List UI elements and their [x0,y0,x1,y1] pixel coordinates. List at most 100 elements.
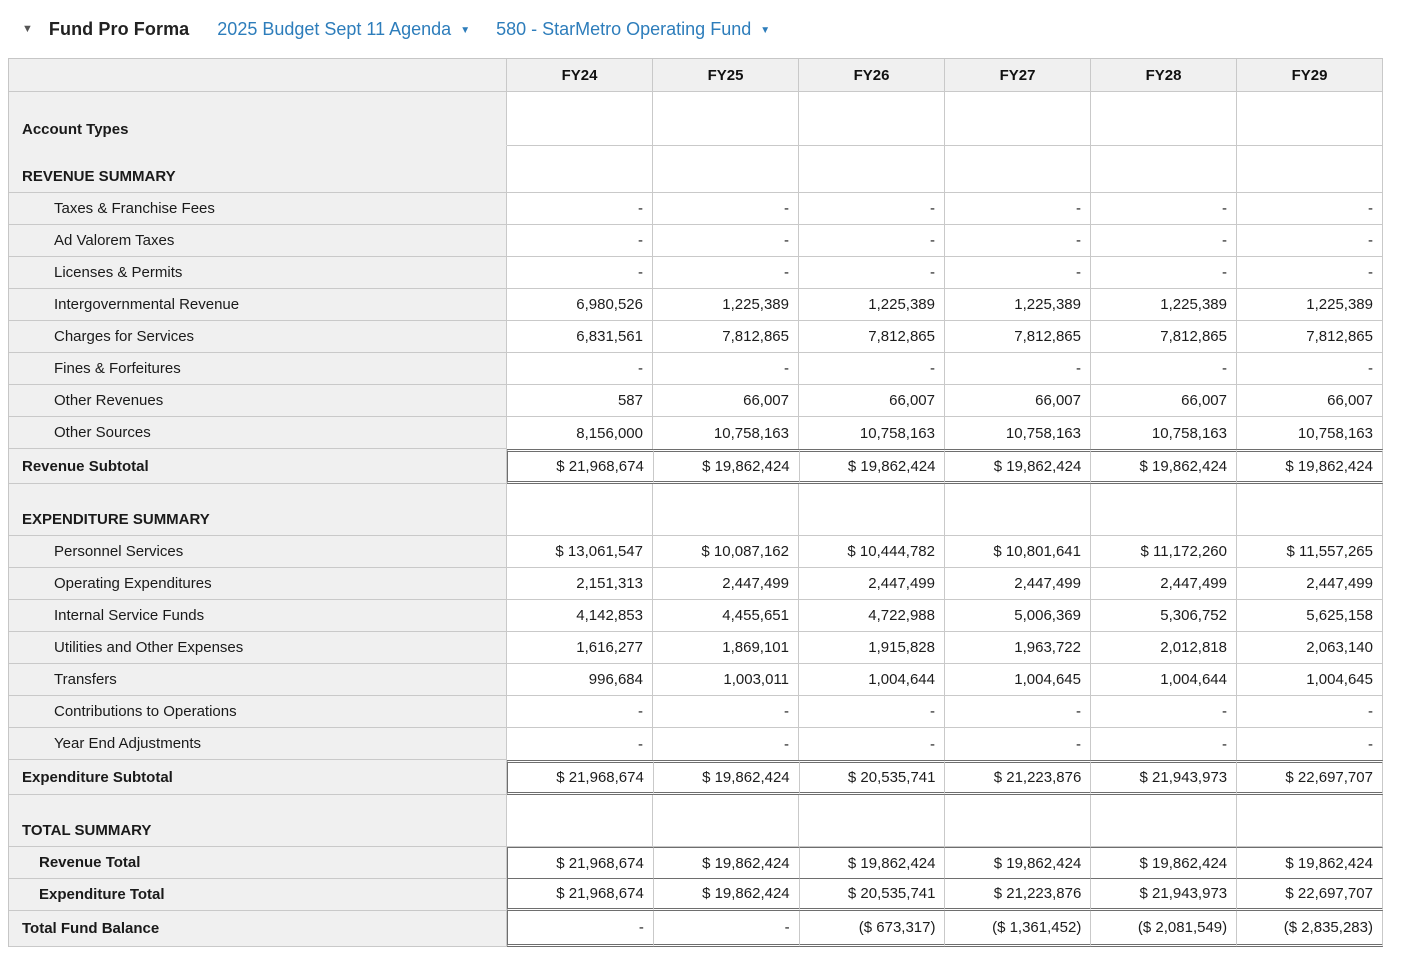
row-total-summary: TOTAL SUMMARY [9,795,1383,847]
cell-fy25: - [653,696,799,728]
cell-fy24: $ 13,061,547 [507,536,653,568]
cell-fy25: 1,869,101 [653,632,799,664]
cell-fy29: 7,812,865 [1237,321,1383,353]
cell-fy27: - [945,225,1091,257]
cell-fy24: 587 [507,385,653,417]
row-revenue-total: Revenue Total $ 21,968,674 $ 19,862,424 $ 1… [9,847,1383,879]
cell-fy28: $ 11,172,260 [1091,536,1237,568]
cell-fy27: $ 19,862,424 [945,847,1092,879]
cell-fy29: - [1237,193,1383,225]
cell-fy26: 10,758,163 [799,417,945,449]
row-label: Other Revenues [9,385,507,417]
cell-fy25: $ 19,862,424 [653,449,800,484]
cell-fy26 [799,92,945,146]
cell-fy27: - [945,257,1091,289]
row-label: Year End Adjustments [9,728,507,760]
fund-dropdown-label: 580 - StarMetro Operating Fund [496,18,752,39]
cell-fy25: - [653,257,799,289]
cell-fy26: 66,007 [799,385,945,417]
cell-fy28: - [1091,225,1237,257]
row-label: Personnel Services [9,536,507,568]
cell-fy28: 1,004,644 [1091,664,1237,696]
cell-fy29: 5,625,158 [1237,600,1383,632]
cell-fy29: $ 22,697,707 [1237,879,1383,911]
cell-fy28: $ 19,862,424 [1091,449,1238,484]
cell-fy25: - [653,225,799,257]
cell-fy28: - [1091,728,1237,760]
cell-fy28: 66,007 [1091,385,1237,417]
cell-fy29: $ 11,557,265 [1237,536,1383,568]
cell-fy26: 1,915,828 [799,632,945,664]
cell-fy27: $ 10,801,641 [945,536,1091,568]
cell-fy25: 4,455,651 [653,600,799,632]
cell-fy26: 2,447,499 [799,568,945,600]
cell-fy28: 10,758,163 [1091,417,1237,449]
fund-dropdown[interactable]: 580 - StarMetro Operating Fund ▼ [496,19,770,40]
cell-fy24 [507,146,653,193]
row-revenue-subtotal: Revenue Subtotal $ 21,968,674 $ 19,862,424… [9,449,1383,484]
cell-fy28: ($ 2,081,549) [1091,911,1238,947]
pro-forma-table: FY24 FY25 FY26 FY27 FY28 FY29 Account Types REV… [8,58,1383,947]
row-licenses-permits: Licenses & Permits - - - - - - [9,257,1383,289]
row-contributions-to-operations: Contributions to Operations - - - - - - [9,696,1383,728]
cell-fy29 [1237,484,1383,536]
cell-fy29: 66,007 [1237,385,1383,417]
cell-fy25: $ 19,862,424 [653,760,800,795]
row-intergovernmental-revenue: Intergovernmental Revenue 6,980,526 1,225,… [9,289,1383,321]
cell-fy26: 1,225,389 [799,289,945,321]
cell-fy29 [1237,146,1383,193]
page-title: Fund Pro Forma [48,18,190,39]
cell-fy24: 4,142,853 [507,600,653,632]
column-header-fy25: FY25 [653,59,799,92]
cell-fy25: 7,812,865 [653,321,799,353]
cell-fy26: $ 20,535,741 [799,760,946,795]
cell-fy24: $ 21,968,674 [507,879,654,911]
cell-fy25: $ 10,087,162 [653,536,799,568]
cell-fy29: $ 19,862,424 [1237,449,1383,484]
cell-fy29: 2,063,140 [1237,632,1383,664]
row-personnel-services: Personnel Services $ 13,061,547 $ 10,087,1… [9,536,1383,568]
cell-fy28 [1091,484,1237,536]
cell-fy29: $ 22,697,707 [1237,760,1383,795]
cell-fy27: ($ 1,361,452) [945,911,1092,947]
cell-fy28: 1,225,389 [1091,289,1237,321]
cell-fy27: - [945,193,1091,225]
budget-dropdown[interactable]: 2025 Budget Sept 11 Agenda ▼ [217,19,470,40]
row-label: Ad Valorem Taxes [9,225,507,257]
cell-fy26 [799,146,945,193]
column-header-fy27: FY27 [945,59,1091,92]
row-internal-service-funds: Internal Service Funds 4,142,853 4,455,651… [9,600,1383,632]
cell-fy26: $ 19,862,424 [799,847,946,879]
row-other-revenues: Other Revenues 587 66,007 66,007 66,007 66,00… [9,385,1383,417]
cell-fy29: ($ 2,835,283) [1237,911,1383,947]
row-total-fund-balance: Total Fund Balance - - ($ 673,317) ($ 1,361,… [9,911,1383,947]
cell-fy25: 1,003,011 [653,664,799,696]
row-transfers: Transfers 996,684 1,003,011 1,004,644 1,004,… [9,664,1383,696]
cell-fy25: $ 19,862,424 [653,879,800,911]
row-label: Expenditure Total [9,879,507,911]
cell-fy27: - [945,696,1091,728]
cell-fy27: 5,006,369 [945,600,1091,632]
cell-fy28: - [1091,696,1237,728]
row-label: Utilities and Other Expenses [9,632,507,664]
corner-header-cell [9,59,507,92]
cell-fy24: $ 21,968,674 [507,760,654,795]
chevron-down-icon: ▼ [460,24,471,36]
cell-fy26: - [799,193,945,225]
cell-fy29: 1,225,389 [1237,289,1383,321]
table-header-row: FY24 FY25 FY26 FY27 FY28 FY29 [9,59,1383,92]
cell-fy26: ($ 673,317) [799,911,946,947]
collapse-icon[interactable]: ▼ [22,23,33,35]
row-revenue-summary: REVENUE SUMMARY [9,146,1383,193]
cell-fy25 [653,146,799,193]
column-header-fy26: FY26 [799,59,945,92]
cell-fy28: 5,306,752 [1091,600,1237,632]
row-label: Revenue Total [9,847,507,879]
cell-fy29: - [1237,257,1383,289]
cell-fy24: - [507,728,653,760]
cell-fy29: - [1237,353,1383,385]
row-label: Total Fund Balance [9,911,507,947]
cell-fy27 [945,146,1091,193]
cell-fy26 [799,484,945,536]
column-header-fy24: FY24 [507,59,653,92]
